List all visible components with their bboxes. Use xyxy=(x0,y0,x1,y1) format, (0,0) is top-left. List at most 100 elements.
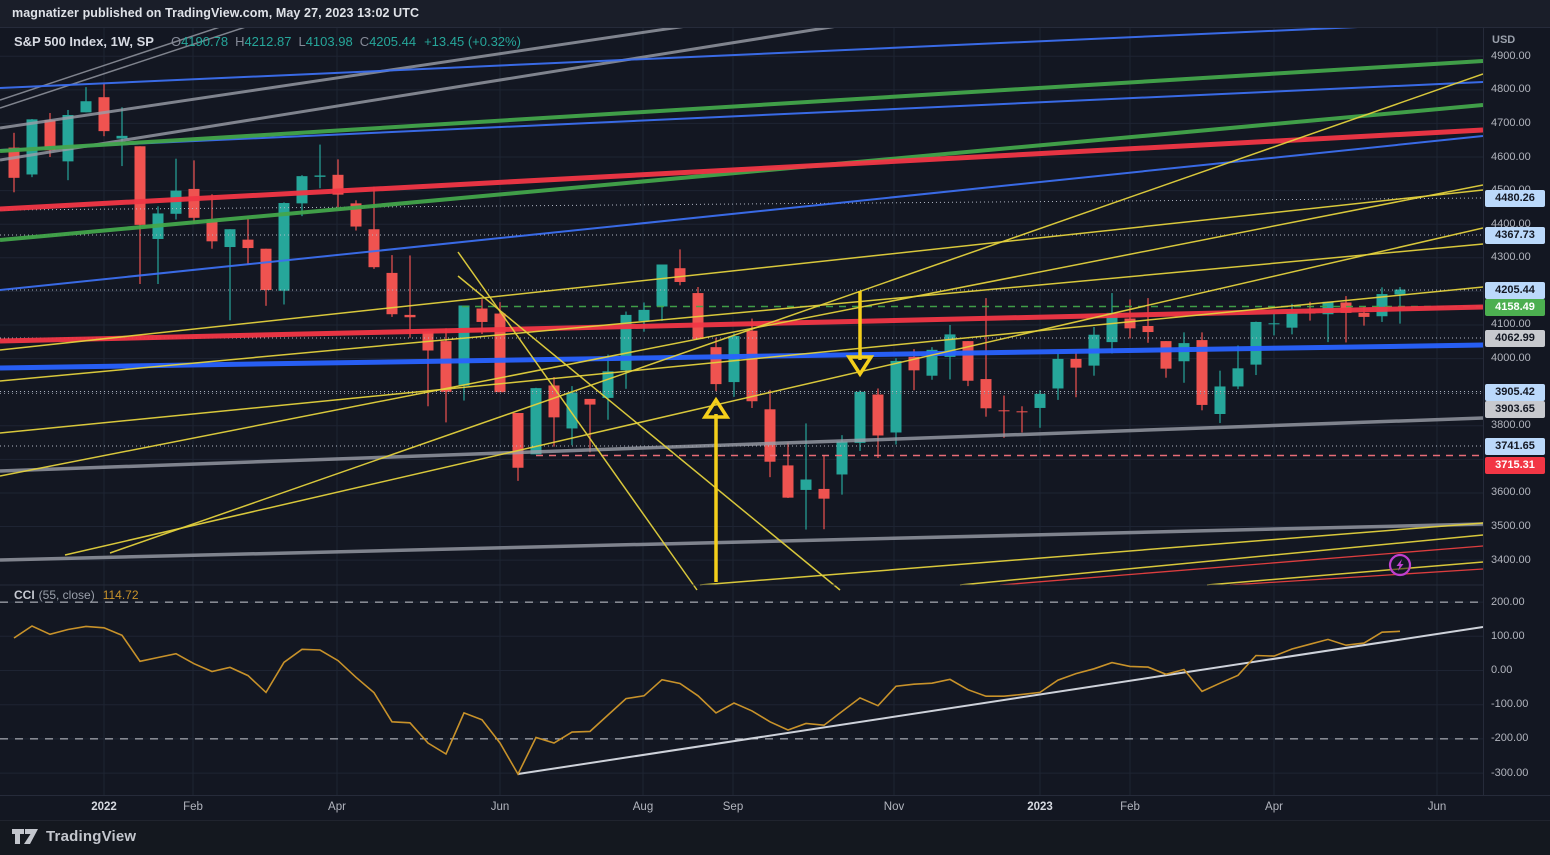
candle xyxy=(872,394,884,436)
low-value: 4103.98 xyxy=(305,34,353,49)
candle xyxy=(998,410,1010,412)
candle xyxy=(746,330,758,402)
price-tick-label: 4700.00 xyxy=(1491,116,1531,129)
price-level-label: 3741.65 xyxy=(1485,437,1545,455)
chart-pane[interactable] xyxy=(0,15,1483,795)
candle xyxy=(1016,411,1028,413)
candle xyxy=(206,220,218,242)
candle xyxy=(458,305,470,386)
candle xyxy=(926,349,938,376)
cci-indicator-pane xyxy=(0,601,1483,776)
candle xyxy=(62,115,74,162)
price-tick-label: 3800.00 xyxy=(1491,419,1531,432)
time-tick-label: Sep xyxy=(722,801,744,813)
tradingview-logo-icon xyxy=(12,829,38,844)
price-tick-label: 4600.00 xyxy=(1491,150,1531,163)
candle xyxy=(638,309,650,321)
candle xyxy=(512,412,524,468)
candle xyxy=(1376,294,1388,317)
cci-tick-label: -100.00 xyxy=(1491,698,1529,711)
candle xyxy=(296,176,308,204)
time-tick-label: Apr xyxy=(1265,801,1283,813)
price-tick-label: 3500.00 xyxy=(1491,520,1531,533)
change-value: +13.45 (+0.32%) xyxy=(424,34,521,49)
candle xyxy=(908,356,920,371)
candle xyxy=(80,101,92,113)
cci-tick-label: -300.00 xyxy=(1491,766,1529,779)
open-value: 4190.78 xyxy=(181,34,229,49)
candle xyxy=(548,385,560,418)
symbol-title: S&P 500 Index, 1W, SP xyxy=(14,34,154,49)
candle xyxy=(224,229,236,248)
trendline-drawings[interactable] xyxy=(0,15,1483,591)
time-tick-label: Feb xyxy=(183,801,203,813)
time-tick-label: Feb xyxy=(1120,801,1140,813)
time-tick-label: Apr xyxy=(328,801,346,813)
candle xyxy=(1034,393,1046,408)
candle xyxy=(1124,318,1136,329)
time-tick-label: 2023 xyxy=(1027,801,1053,813)
price-level-label: 3905.42 xyxy=(1485,383,1545,401)
candle xyxy=(566,392,578,429)
footer-bar: TradingView xyxy=(0,820,1550,855)
candle xyxy=(1232,368,1244,387)
open-label: O xyxy=(170,34,182,49)
candle xyxy=(1358,312,1370,317)
time-tick-label: 2022 xyxy=(91,801,117,813)
price-level-label: 3715.31 xyxy=(1485,456,1545,474)
candle xyxy=(710,347,722,385)
price-axis-currency: USD xyxy=(1492,34,1516,46)
candle xyxy=(962,341,974,381)
time-tick-label: Jun xyxy=(1427,801,1447,813)
price-tick-label: 4100.00 xyxy=(1491,318,1531,331)
price-tick-label: 4800.00 xyxy=(1491,83,1531,96)
cci-tick-label: 200.00 xyxy=(1491,595,1525,608)
cci-tick-label: 0.00 xyxy=(1491,664,1513,676)
candle xyxy=(44,120,56,151)
candle xyxy=(890,360,902,433)
close-label: C xyxy=(359,34,370,49)
candle xyxy=(386,272,398,315)
candle xyxy=(278,203,290,291)
high-value: 4212.87 xyxy=(244,34,292,49)
lightning-badge-icon[interactable] xyxy=(1388,553,1412,577)
candle xyxy=(1178,343,1190,362)
price-level-label: 3903.65 xyxy=(1485,400,1545,418)
candle xyxy=(1052,358,1064,389)
candle xyxy=(404,314,416,318)
candle xyxy=(1268,323,1280,325)
candle xyxy=(1394,289,1406,295)
candle xyxy=(26,119,38,175)
candle xyxy=(602,371,614,398)
candle xyxy=(782,465,794,498)
candle xyxy=(1142,325,1154,333)
candle xyxy=(170,190,182,214)
low-label: L xyxy=(298,34,306,49)
candle xyxy=(1286,312,1298,328)
price-level-label: 4367.73 xyxy=(1485,226,1545,244)
candle xyxy=(440,341,452,392)
time-axis[interactable] xyxy=(0,795,1550,820)
candle xyxy=(980,379,992,409)
time-tick-label: Jun xyxy=(490,801,510,813)
close-value: 4205.44 xyxy=(369,34,417,49)
symbol-legend[interactable]: S&P 500 Index, 1W, SP O4190.78 H4212.87 L41… xyxy=(14,34,521,49)
candle xyxy=(476,308,488,322)
cci-line xyxy=(13,625,1401,776)
cci-trendline xyxy=(517,626,1483,775)
price-tick-label: 3600.00 xyxy=(1491,486,1531,499)
arrow-annotations[interactable] xyxy=(701,291,875,582)
cci-params: (55, close) xyxy=(38,588,95,602)
top-attribution-bar: magnatizer published on TradingView.com,… xyxy=(0,0,1550,28)
candle xyxy=(134,146,146,225)
up-arrow-icon xyxy=(701,396,731,419)
cci-indicator-legend[interactable]: CCI (55, close) 114.72 xyxy=(14,588,139,602)
down-arrow-icon xyxy=(845,355,875,378)
high-label: H xyxy=(235,34,245,49)
tradingview-brand[interactable]: TradingView xyxy=(12,828,136,845)
candle xyxy=(674,268,686,282)
candle xyxy=(368,229,380,268)
candle xyxy=(188,188,200,218)
